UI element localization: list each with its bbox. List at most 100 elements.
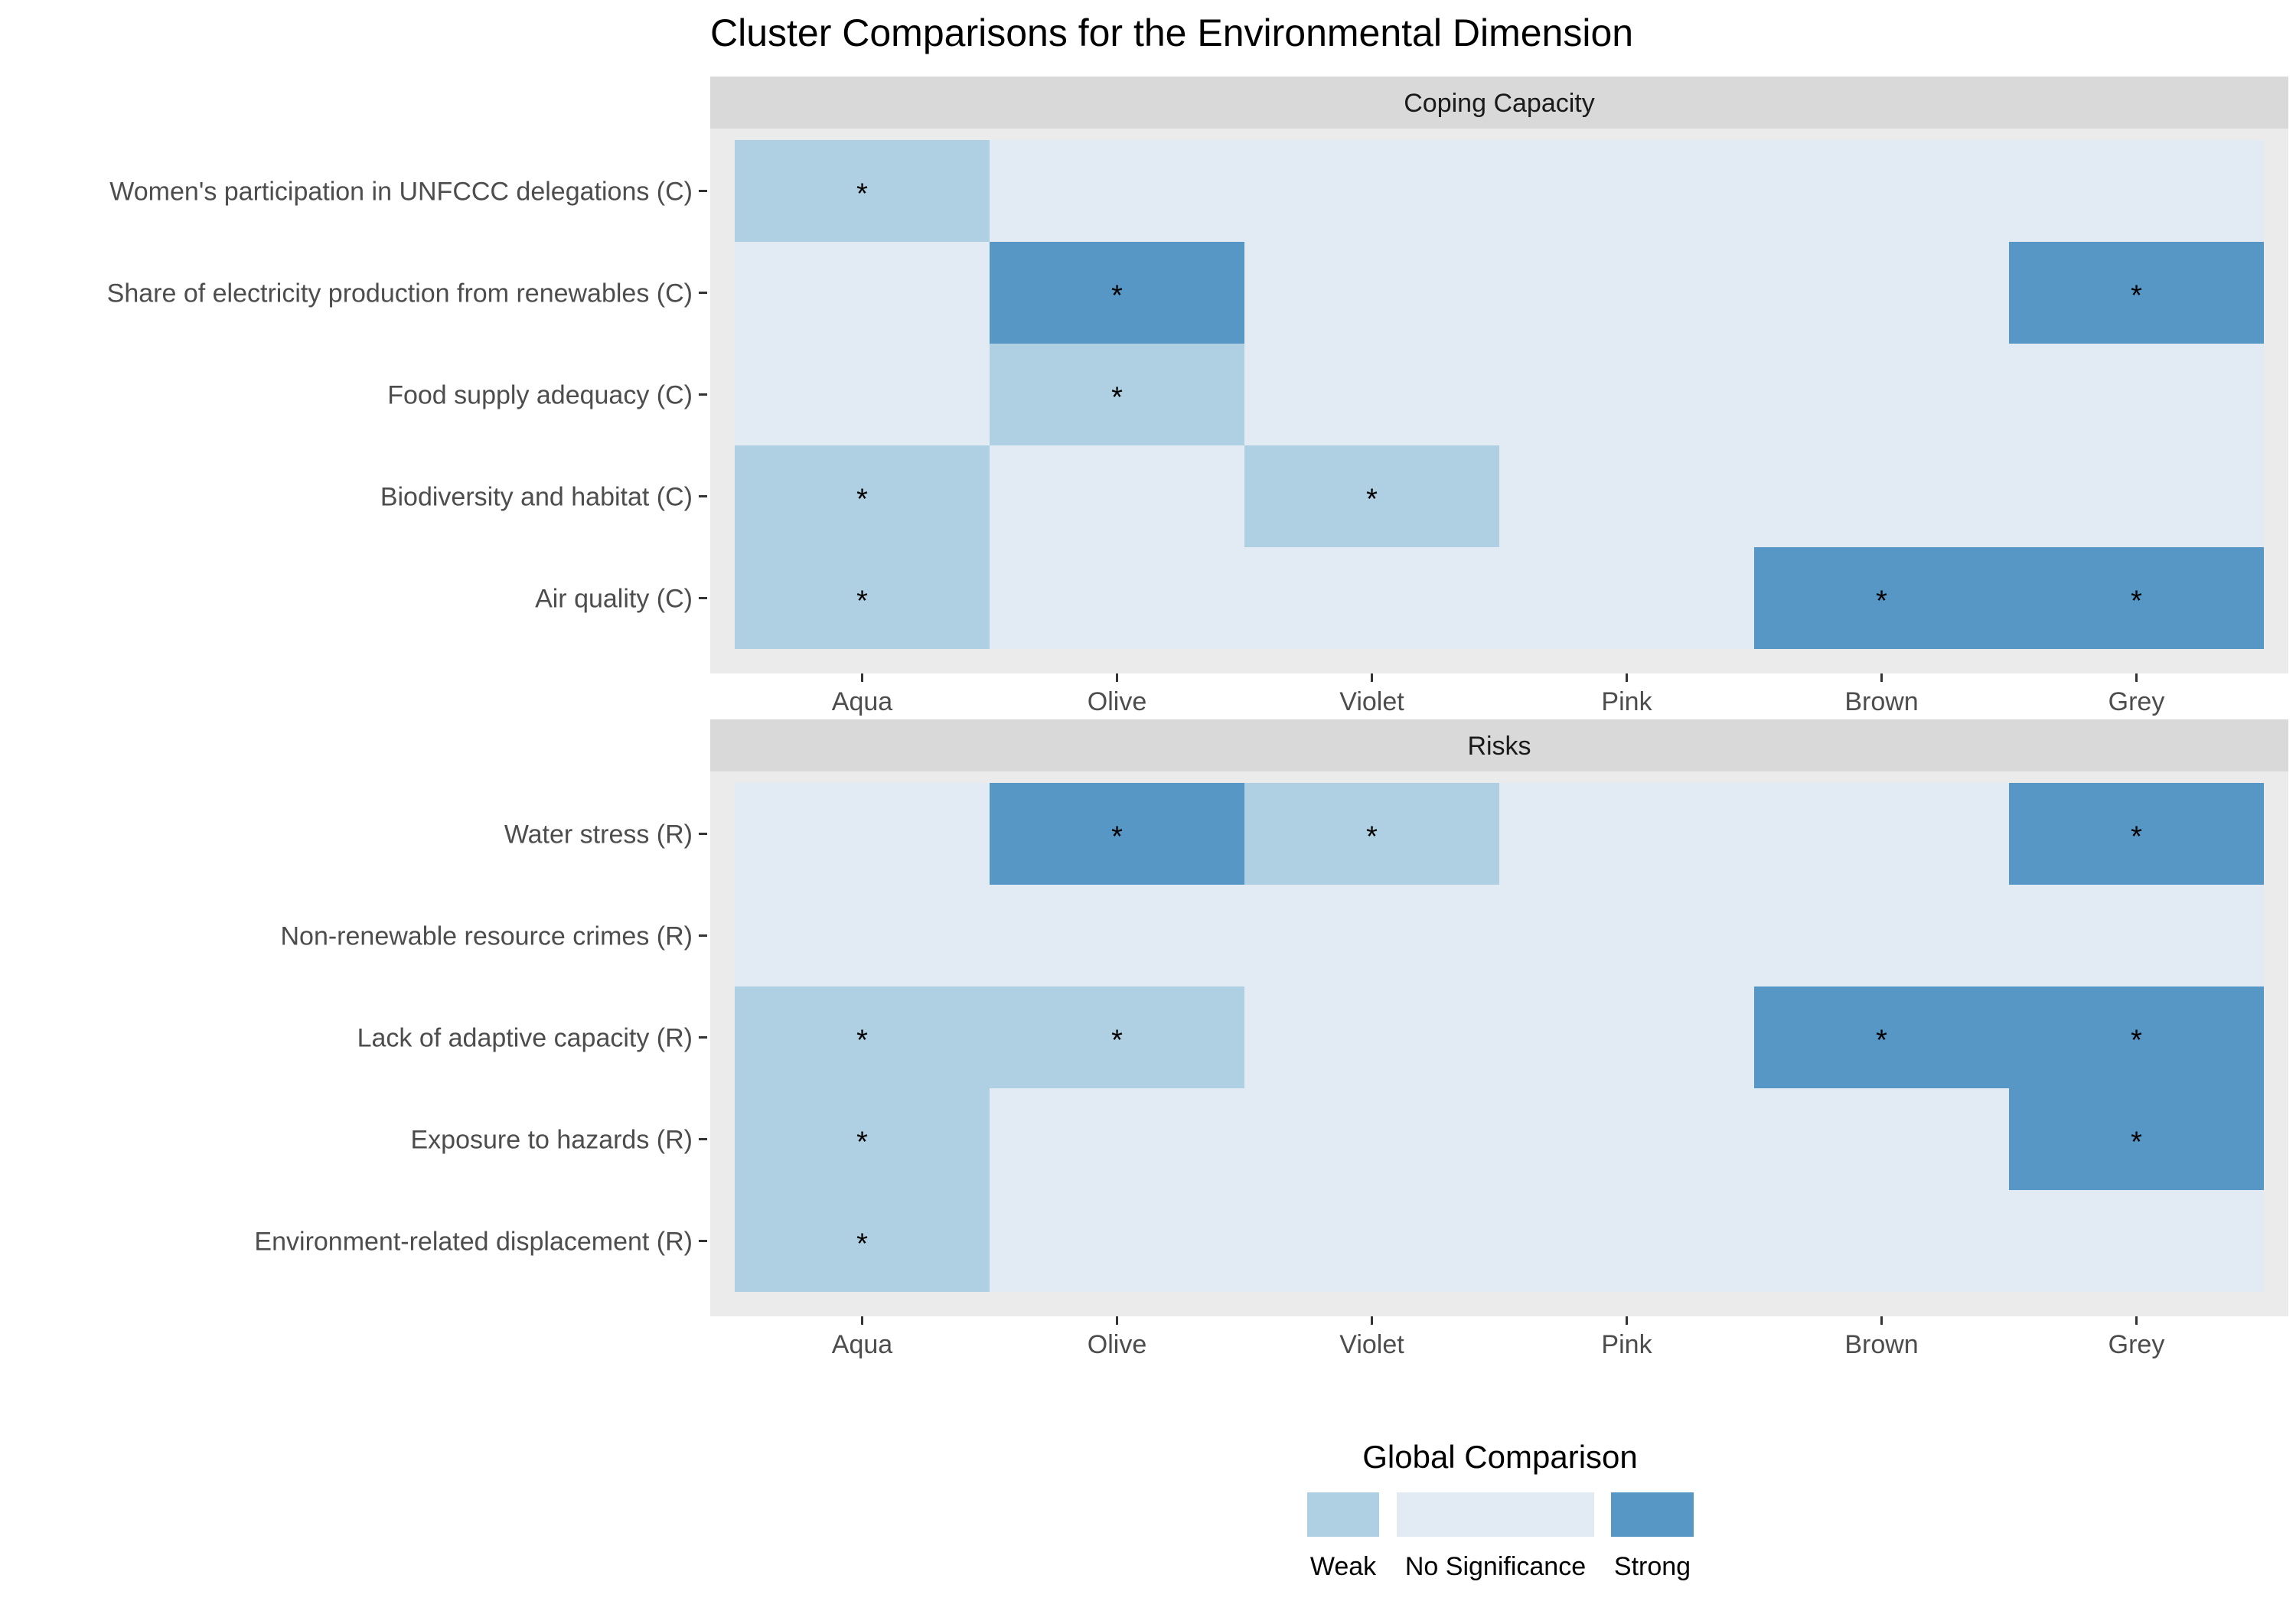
significance-marker: *	[1111, 382, 1123, 414]
x-tick-label: Olive	[1088, 687, 1146, 716]
heatmap-cell	[1754, 547, 2009, 649]
significance-marker: *	[2131, 821, 2142, 853]
heatmap-cell	[1244, 1088, 1499, 1190]
heatmap-cell	[735, 140, 990, 242]
legend-label: Strong	[1614, 1552, 1691, 1581]
significance-marker: *	[856, 178, 868, 210]
heatmap-cell	[990, 242, 1244, 344]
significance-marker: *	[856, 1228, 868, 1260]
x-tick-label: Aqua	[832, 687, 892, 716]
heatmap-cell	[1499, 242, 1754, 344]
y-tick-label: Food supply adequacy (C)	[387, 381, 693, 410]
heatmap-cell	[990, 344, 1244, 445]
x-tick-label: Brown	[1844, 687, 1918, 716]
significance-marker: *	[856, 484, 868, 516]
significance-marker: *	[856, 1025, 868, 1057]
x-tick-label: Violet	[1339, 1330, 1404, 1359]
y-tick-label: Share of electricity production from ren…	[107, 279, 693, 308]
heatmap-cell	[990, 1190, 1244, 1292]
significance-marker: *	[2131, 280, 2142, 312]
y-tick-label: Biodiversity and habitat (C)	[380, 483, 693, 512]
heatmap-cell	[990, 783, 1244, 885]
heatmap-cell	[735, 1190, 990, 1292]
heatmap-cell	[1244, 783, 1499, 885]
heatmap-cell	[2009, 445, 2264, 547]
heatmap-cell	[735, 445, 990, 547]
heatmap-cell	[990, 140, 1244, 242]
heatmap-cell	[2009, 140, 2264, 242]
heatmap-cell	[735, 986, 990, 1088]
heatmap-cell	[1754, 344, 2009, 445]
legend-label: Weak	[1310, 1552, 1377, 1581]
significance-marker: *	[2131, 1127, 2142, 1159]
panel-strip-label: Coping Capacity	[1404, 89, 1594, 118]
significance-marker: *	[2131, 1025, 2142, 1057]
heatmap-cell	[1244, 547, 1499, 649]
heatmap-cell	[2009, 1190, 2264, 1292]
heatmap-cell	[735, 1088, 990, 1190]
heatmap-cell	[1499, 1190, 1754, 1292]
heatmap-cell	[1499, 783, 1754, 885]
heatmap-cell	[2009, 1088, 2264, 1190]
heatmap-cell	[1244, 1190, 1499, 1292]
y-tick-label: Environment-related displacement (R)	[254, 1228, 693, 1257]
heatmap-cell	[1754, 140, 2009, 242]
heatmap-cell	[1499, 986, 1754, 1088]
heatmap-cell	[1244, 140, 1499, 242]
significance-marker: *	[2131, 585, 2142, 618]
heatmap-cell	[1499, 547, 1754, 649]
significance-marker: *	[1876, 585, 1887, 618]
heatmap-cell	[990, 986, 1244, 1088]
heatmap-cell	[2009, 885, 2264, 986]
heatmap-cell	[735, 885, 990, 986]
heatmap-cell	[1754, 445, 2009, 547]
heatmap-cell	[1244, 986, 1499, 1088]
heatmap-cell	[1499, 885, 1754, 986]
heatmap-cell	[2009, 344, 2264, 445]
heatmap-cell	[1499, 140, 1754, 242]
chart-title: Cluster Comparisons for the Environmenta…	[710, 11, 1633, 54]
heatmap-cell	[2009, 547, 2264, 649]
legend-key	[1397, 1492, 1594, 1537]
heatmap-cell	[1244, 344, 1499, 445]
y-tick-label: Exposure to hazards (R)	[411, 1126, 693, 1155]
significance-marker: *	[1366, 821, 1378, 853]
legend-title: Global Comparison	[1362, 1439, 1638, 1475]
significance-marker: *	[1366, 484, 1378, 516]
y-tick-label: Lack of adaptive capacity (R)	[357, 1024, 693, 1053]
heatmap-cell	[990, 547, 1244, 649]
y-tick-label: Water stress (R)	[504, 820, 693, 850]
heatmap-cell	[990, 885, 1244, 986]
heatmap-cell	[990, 1088, 1244, 1190]
heatmap-cell	[1499, 445, 1754, 547]
heatmap-cell	[1754, 242, 2009, 344]
x-tick-label: Brown	[1844, 1330, 1918, 1359]
x-tick-label: Pink	[1601, 1330, 1652, 1359]
heatmap-cell	[2009, 242, 2264, 344]
heatmap-cell	[1499, 1088, 1754, 1190]
y-tick-label: Women's participation in UNFCCC delegati…	[109, 178, 693, 207]
heatmap-cell	[1754, 783, 2009, 885]
panel-strip-label: Risks	[1467, 732, 1531, 761]
panel-strip	[710, 719, 2288, 771]
heatmap-cell	[735, 783, 990, 885]
heatmap-cell	[2009, 783, 2264, 885]
heatmap-cell	[990, 445, 1244, 547]
x-tick-label: Aqua	[832, 1330, 892, 1359]
heatmap-cell	[2009, 986, 2264, 1088]
heatmap-cell	[735, 547, 990, 649]
x-tick-label: Violet	[1339, 687, 1404, 716]
legend-label: No Significance	[1405, 1552, 1586, 1581]
significance-marker: *	[1111, 280, 1123, 312]
significance-marker: *	[856, 585, 868, 618]
x-tick-label: Grey	[2108, 1330, 2165, 1359]
heatmap-cell	[1754, 885, 2009, 986]
legend-key	[1611, 1492, 1694, 1537]
x-tick-label: Pink	[1601, 687, 1652, 716]
heatmap-cell	[1754, 1190, 2009, 1292]
heatmap-cell	[735, 344, 990, 445]
legend-key	[1307, 1492, 1379, 1537]
heatmap-cell	[1244, 242, 1499, 344]
